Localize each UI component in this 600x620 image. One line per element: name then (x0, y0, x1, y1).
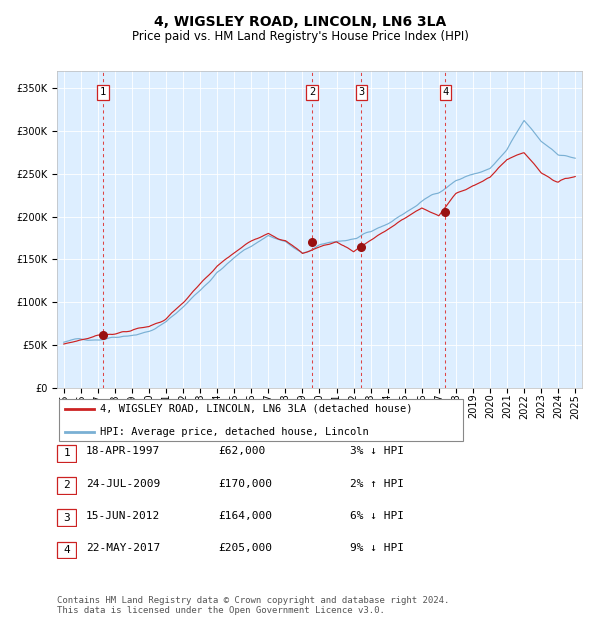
Text: 2% ↑ HPI: 2% ↑ HPI (350, 479, 404, 489)
Text: 18-APR-1997: 18-APR-1997 (86, 446, 160, 456)
Text: £205,000: £205,000 (218, 543, 272, 553)
Text: 3: 3 (358, 87, 364, 97)
FancyBboxPatch shape (57, 477, 76, 494)
Text: £164,000: £164,000 (218, 511, 272, 521)
Text: £170,000: £170,000 (218, 479, 272, 489)
Text: 2: 2 (63, 480, 70, 490)
Text: 22-MAY-2017: 22-MAY-2017 (86, 543, 160, 553)
Text: 4, WIGSLEY ROAD, LINCOLN, LN6 3LA: 4, WIGSLEY ROAD, LINCOLN, LN6 3LA (154, 16, 446, 30)
Text: HPI: Average price, detached house, Lincoln: HPI: Average price, detached house, Linc… (100, 427, 368, 436)
FancyBboxPatch shape (57, 509, 76, 526)
Text: 2: 2 (309, 87, 315, 97)
Text: 4: 4 (63, 545, 70, 555)
Text: 1: 1 (63, 448, 70, 458)
FancyBboxPatch shape (59, 399, 463, 441)
Text: 3% ↓ HPI: 3% ↓ HPI (350, 446, 404, 456)
Text: 6% ↓ HPI: 6% ↓ HPI (350, 511, 404, 521)
Text: 15-JUN-2012: 15-JUN-2012 (86, 511, 160, 521)
Text: 24-JUL-2009: 24-JUL-2009 (86, 479, 160, 489)
Text: 3: 3 (63, 513, 70, 523)
Text: 1: 1 (100, 87, 106, 97)
Text: 4, WIGSLEY ROAD, LINCOLN, LN6 3LA (detached house): 4, WIGSLEY ROAD, LINCOLN, LN6 3LA (detac… (100, 404, 412, 414)
Text: Contains HM Land Registry data © Crown copyright and database right 2024.
This d: Contains HM Land Registry data © Crown c… (57, 596, 449, 615)
Text: Price paid vs. HM Land Registry's House Price Index (HPI): Price paid vs. HM Land Registry's House … (131, 30, 469, 43)
Text: 4: 4 (442, 87, 449, 97)
FancyBboxPatch shape (57, 445, 76, 461)
Text: £62,000: £62,000 (218, 446, 265, 456)
FancyBboxPatch shape (57, 542, 76, 558)
Text: 9% ↓ HPI: 9% ↓ HPI (350, 543, 404, 553)
